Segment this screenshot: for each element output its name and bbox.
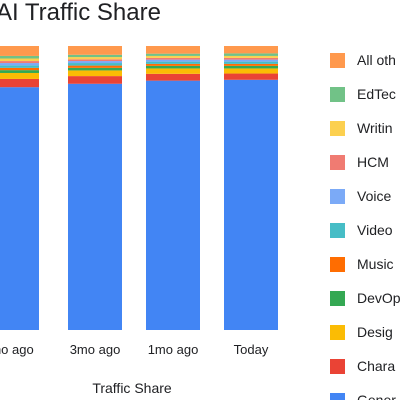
legend-label: Writin	[357, 120, 393, 136]
x-axis-title: Traffic Share	[92, 380, 172, 396]
bar-segment-8-1	[68, 57, 122, 60]
bar-segment-1-1	[68, 76, 122, 84]
bar-segment-8-3	[224, 55, 278, 58]
bar-segment-10-0	[0, 46, 39, 56]
bar-segment-5-3	[224, 61, 278, 64]
legend-label: All oth	[357, 52, 396, 68]
legend-label: Gener	[357, 392, 396, 400]
bar-segment-10-3	[224, 46, 278, 54]
bar-segment-1-0	[0, 78, 39, 88]
bar-segment-6-0	[0, 63, 39, 66]
bar-segment-5-1	[68, 63, 122, 66]
legend-swatch	[330, 120, 345, 136]
bar-segment-4-2	[146, 63, 200, 66]
bars-layer	[0, 46, 278, 331]
legend-label: Music	[357, 256, 394, 272]
bar-segment-5-0	[0, 65, 39, 68]
bar-segment-7-2	[146, 57, 200, 60]
bar-segment-7-0	[0, 61, 39, 64]
bar-segment-9-0	[0, 55, 39, 59]
bar-segment-2-1	[68, 70, 122, 77]
chart-title: AI Traffic Share	[0, 0, 161, 26]
legend-label: EdTec	[357, 86, 396, 102]
legend-label: Desig	[357, 324, 393, 340]
bar-segment-7-3	[224, 57, 278, 60]
legend-label: Voice	[357, 188, 392, 204]
bar-segment-1-3	[224, 73, 278, 80]
legend-item[interactable]: Music	[330, 247, 400, 281]
bar-segment-8-0	[0, 58, 39, 62]
legend-item[interactable]: Voice	[330, 179, 400, 213]
bar-segment-10-2	[146, 46, 200, 54]
legend-swatch	[330, 324, 345, 340]
bar-segment-4-1	[68, 65, 122, 68]
x-axis-ticks: mo ago 3mo ago 1mo ago Today	[0, 342, 269, 357]
legend-swatch	[330, 222, 345, 238]
bar-segment-7-1	[68, 59, 122, 62]
legend-item[interactable]: Chara	[330, 349, 400, 383]
legend-swatch	[330, 290, 345, 306]
legend-swatch	[330, 52, 345, 68]
bar-segment-6-1	[68, 61, 122, 64]
legend-item[interactable]: HCM	[330, 145, 400, 179]
bar-segment-3-3	[224, 65, 278, 69]
x-tick-label: 1mo ago	[148, 342, 199, 357]
x-tick-label: 3mo ago	[70, 342, 121, 357]
legend-swatch	[330, 86, 345, 102]
legend-item[interactable]: Writin	[330, 111, 400, 145]
legend-swatch	[330, 256, 345, 272]
bar-segment-9-2	[146, 53, 200, 56]
bar-segment-9-1	[68, 54, 122, 58]
legend-swatch	[330, 358, 345, 374]
bar-segment-8-2	[146, 55, 200, 58]
legend-item[interactable]: Gener	[330, 383, 400, 400]
legend-label: Chara	[357, 358, 396, 374]
bar-segment-10-1	[68, 46, 122, 55]
bar-segment-4-0	[0, 67, 39, 71]
bar-segment-3-0	[0, 70, 39, 73]
legend-swatch	[330, 392, 345, 400]
bar-segment-6-3	[224, 59, 278, 62]
x-tick-label: Today	[234, 342, 269, 357]
legend-item[interactable]: All oth	[330, 43, 400, 77]
legend-item[interactable]: EdTec	[330, 77, 400, 111]
x-tick-label: mo ago	[0, 342, 34, 357]
bar-segment-5-2	[146, 61, 200, 64]
bar-segment-6-2	[146, 59, 200, 62]
bar-segment-1-2	[146, 73, 200, 81]
bar-segment-0-0	[0, 87, 39, 331]
chart-legend: All oth EdTec Writin HCM Voice Video Music DevO…	[330, 43, 400, 400]
bar-segment-4-3	[224, 63, 278, 66]
bar-segment-9-3	[224, 53, 278, 56]
bar-segment-3-1	[68, 67, 122, 71]
bar-segment-0-2	[146, 80, 200, 330]
bar-segment-0-3	[224, 79, 278, 331]
legend-swatch	[330, 188, 345, 204]
bar-segment-2-2	[146, 68, 200, 74]
legend-label: DevOp	[357, 290, 400, 306]
legend-item[interactable]: DevOp	[330, 281, 400, 315]
bar-segment-3-2	[146, 65, 200, 69]
legend-item[interactable]: Video	[330, 213, 400, 247]
bar-segment-2-0	[0, 72, 39, 79]
legend-item[interactable]: Desig	[330, 315, 400, 349]
legend-label: Video	[357, 222, 393, 238]
legend-swatch	[330, 154, 345, 170]
bar-segment-2-3	[224, 68, 278, 74]
legend-label: HCM	[357, 154, 389, 170]
bar-segment-0-1	[68, 83, 122, 330]
